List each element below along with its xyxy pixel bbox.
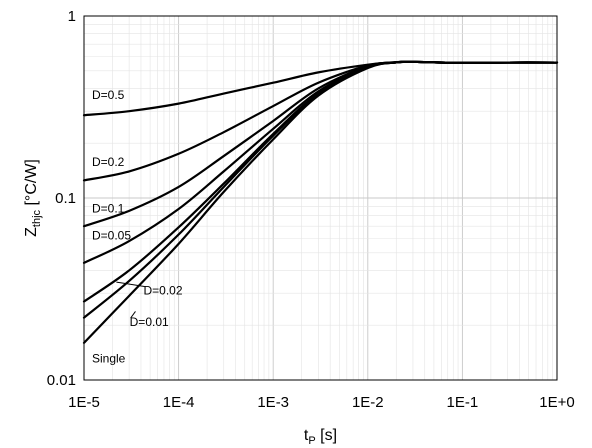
y-tick-label: 1 [68,8,76,25]
x-axis-title: tP [s] [304,427,337,447]
y-axis-title: Zthjc [°C/W] [23,159,43,237]
plot-grid [84,16,557,380]
x-tick-label: 1E-2 [352,394,384,411]
y-axis-title-unit: [°C/W] [23,159,40,210]
series-label-d-0-05: D=0.05 [92,229,131,243]
x-tick-label: 1E-5 [68,394,100,411]
series-leader-d-0-01 [130,311,136,319]
x-tick-label: 1E-1 [447,394,479,411]
series-label-d-0-01: D=0.01 [130,315,169,329]
plot-border [83,15,558,381]
y-tick-label: 0.01 [47,372,76,389]
x-tick-label: 1E-4 [163,394,195,411]
series-label-single: Single [92,351,126,365]
series-leader-d-0-02 [116,281,145,287]
series-lines [82,60,559,344]
x-tick-labels: 1E-5 1E-4 1E-3 1E-2 1E-1 1E+0 [68,394,575,411]
y-axis-title-main: Z [23,227,40,237]
series-label-d-0-02: D=0.02 [143,283,182,297]
x-tick-label: 1E-3 [257,394,289,411]
x-axis-title-main: t [304,427,309,444]
y-axis-title-sub: thjc [31,209,43,227]
series-label-d-0-1: D=0.1 [92,202,125,216]
series-label-d-0-2: D=0.2 [92,155,125,169]
y-tick-labels: 0.01 0.1 1 [47,8,76,389]
x-tick-label: 1E+0 [539,394,574,411]
x-axis-title-sub: P [308,435,315,447]
x-axis-title-unit: [s] [316,427,337,444]
series-label-d-0-5: D=0.5 [92,88,125,102]
series-annotations: D=0.5 D=0.2 D=0.1 D=0.05 D=0.02 D=0.01 Single [92,88,183,365]
series-line-single [82,60,559,344]
y-tick-label: 0.1 [55,190,76,207]
